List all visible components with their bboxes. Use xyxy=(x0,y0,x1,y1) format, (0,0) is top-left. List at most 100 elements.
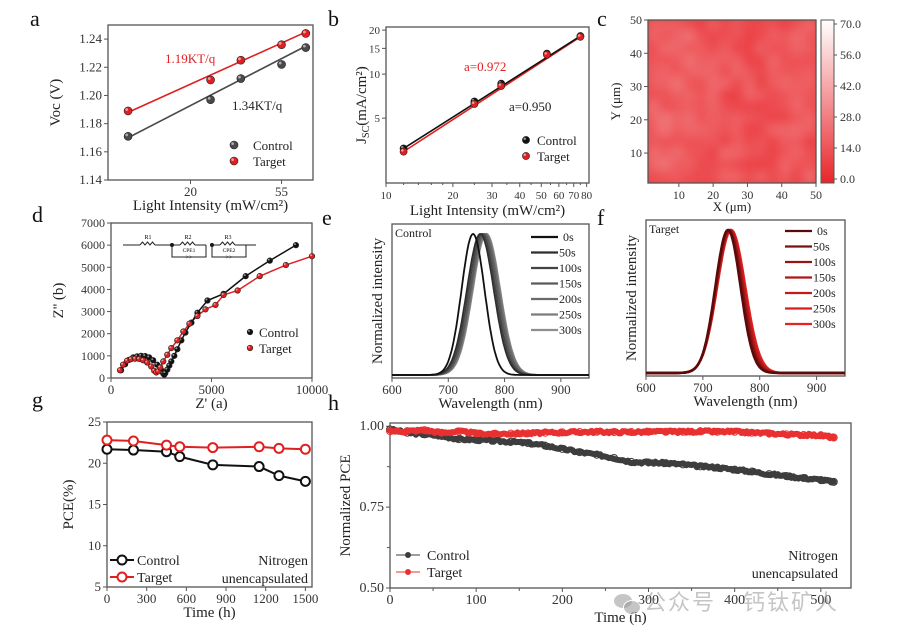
heatmap-cell xyxy=(659,135,673,150)
heatmap-cell xyxy=(743,88,757,103)
data-point-target xyxy=(489,430,498,438)
heatmap-cell xyxy=(683,20,697,33)
y-tick-label: 20 xyxy=(369,25,381,37)
legend-label-target: Target xyxy=(259,341,292,356)
heatmap-cell xyxy=(791,30,805,45)
legend-marker-target xyxy=(522,152,530,160)
legend-label-100s: 100s xyxy=(813,255,836,269)
data-point-target-highlight xyxy=(121,362,124,365)
data-point-target xyxy=(174,337,181,344)
heatmap-cell xyxy=(803,77,816,91)
data-point-target-highlight xyxy=(133,356,136,359)
colorbar-tick-label: 14.0 xyxy=(840,141,861,155)
heatmap-cell xyxy=(648,65,661,80)
heatmap-cell xyxy=(779,100,793,115)
y-tick-label: 0.75 xyxy=(360,500,385,515)
data-point-control-highlight xyxy=(205,298,208,301)
data-point-control xyxy=(301,43,311,52)
panel-title-f: Target xyxy=(649,222,680,236)
heatmap-cell xyxy=(791,170,805,183)
y-tick-label: 1.14 xyxy=(79,172,102,187)
legend-label-150s: 150s xyxy=(559,277,582,291)
heatmap-cell xyxy=(779,88,793,103)
resistor-r2 xyxy=(179,241,196,246)
plot-frame-h xyxy=(389,422,852,589)
heatmap-cell xyxy=(683,65,697,80)
x-tick-label: 10 xyxy=(673,188,685,202)
y-axis-label: Normalized intensity xyxy=(624,234,640,361)
heatmap-cell xyxy=(731,170,745,183)
y-axis-label: Voc (V) xyxy=(48,79,64,127)
heatmap-cell xyxy=(648,123,661,138)
legend-label-control: Control xyxy=(537,133,577,148)
y-tick-label: 5000 xyxy=(81,260,105,274)
heatmap-cell xyxy=(719,170,733,183)
data-point-target xyxy=(157,364,164,371)
heatmap-cell xyxy=(755,135,769,150)
data-point-target xyxy=(186,320,193,327)
heatmap-cell xyxy=(719,88,733,103)
y-axis-label: JSC(mA/cm²) xyxy=(354,66,372,144)
data-point-target xyxy=(180,328,187,335)
panel-letter-c: c xyxy=(597,6,607,31)
heatmap-cell xyxy=(803,30,816,45)
legend-label-50s: 50s xyxy=(813,240,830,254)
heatmap-cell xyxy=(659,147,673,161)
heatmap-cell xyxy=(683,42,697,56)
data-point-control xyxy=(454,435,463,444)
data-point-control-highlight xyxy=(302,44,306,48)
heatmap-cell xyxy=(671,88,685,103)
heatmap-cell xyxy=(683,135,697,150)
heatmap-cell xyxy=(719,135,733,150)
heatmap-cell xyxy=(803,158,816,173)
data-point-control-highlight xyxy=(169,359,172,362)
heatmap-cell xyxy=(755,42,769,56)
data-point-control xyxy=(799,474,808,482)
data-point-control xyxy=(127,444,139,456)
cpe-symbol: >> xyxy=(186,255,193,261)
data-point-target xyxy=(399,147,408,156)
panel-letter-b: b xyxy=(328,6,339,31)
heatmap-cell xyxy=(648,53,661,68)
data-point-target-highlight xyxy=(152,368,155,371)
watermark-text: 公众号 · 钙钛矿人 xyxy=(644,591,839,616)
heatmap-cell xyxy=(791,158,805,173)
data-point-target xyxy=(713,427,722,436)
x-tick-label: 1500 xyxy=(292,591,318,606)
heatmap-cell xyxy=(683,53,697,68)
heatmap-cell xyxy=(648,100,661,115)
data-point-control xyxy=(171,352,178,359)
data-point-control xyxy=(541,441,550,450)
data-point-target xyxy=(696,427,705,436)
heatmap-cell xyxy=(767,20,781,33)
x-axis-label: Wavelength (nm) xyxy=(438,396,542,412)
heatmap-cell xyxy=(659,53,673,68)
heatmap-cell xyxy=(791,123,805,138)
data-point-control xyxy=(506,437,515,446)
heatmap-cell xyxy=(707,30,721,45)
heatmap-cell xyxy=(731,42,745,56)
data-point-target-highlight xyxy=(169,346,172,349)
heatmap-cell xyxy=(731,20,745,33)
data-point-target xyxy=(123,106,133,116)
heatmap-cell xyxy=(683,77,697,91)
x-axis-label: Wavelength (nm) xyxy=(693,394,797,410)
heatmap-cell xyxy=(707,88,721,103)
chart-g: 5 10 15 20 25 0 300 600 900 1200 1500 Time (h) PCE(%… xyxy=(61,414,318,621)
heatmap-cell xyxy=(755,77,769,91)
data-point-target-highlight xyxy=(141,358,144,361)
heatmap-cell xyxy=(671,65,685,80)
data-point-target-highlight xyxy=(310,254,312,257)
heatmap-cell xyxy=(707,77,721,91)
data-point-target xyxy=(206,75,215,85)
data-point-control-highlight xyxy=(238,75,241,79)
legend-marker-target xyxy=(246,344,254,352)
legend-marker-control xyxy=(246,328,254,336)
x-tick-label: 0 xyxy=(108,382,115,397)
plot-frame-e xyxy=(391,223,590,379)
legend-label-300s: 300s xyxy=(813,317,836,331)
annotation-condition: unencapsulated xyxy=(222,572,308,587)
legend-marker-target xyxy=(116,571,128,583)
legend-marker-control-highlight xyxy=(231,142,235,146)
